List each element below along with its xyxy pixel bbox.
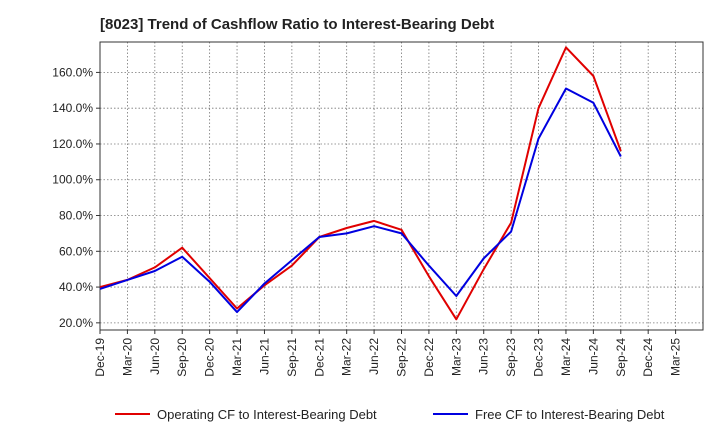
- x-tick-label: Jun-24: [586, 338, 600, 375]
- x-tick-label: Jun-22: [367, 338, 381, 375]
- legend: Operating CF to Interest-Bearing Debt Fre…: [115, 407, 665, 422]
- grid: [100, 42, 703, 330]
- x-tick-label: Dec-19: [93, 338, 107, 377]
- x-tick-label: Dec-24: [641, 338, 655, 377]
- y-tick-label: 80.0%: [59, 209, 93, 223]
- x-tick-label: Dec-21: [312, 338, 326, 377]
- x-tick-label: Sep-20: [175, 338, 189, 377]
- x-tick-label: Jun-23: [477, 338, 491, 375]
- x-tick-label: Sep-23: [504, 338, 518, 377]
- x-tick-label: Sep-21: [285, 338, 299, 377]
- x-tick-label: Jun-21: [257, 338, 271, 375]
- x-tick-label: Mar-23: [449, 338, 463, 376]
- x-axis: Dec-19 Mar-20 Jun-20 Sep-20 Dec-20 Mar-21 Jun-…: [93, 330, 683, 377]
- legend-label-2: Free CF to Interest-Bearing Debt: [475, 407, 665, 422]
- y-tick-label: 160.0%: [52, 65, 93, 79]
- series-line-2: [99, 87, 622, 314]
- x-tick-label: Mar-22: [340, 338, 354, 376]
- y-tick-label: 60.0%: [59, 244, 93, 258]
- chart-title: [8023] Trend of Cashflow Ratio to Intere…: [100, 16, 495, 33]
- x-tick-label: Jun-20: [148, 338, 162, 375]
- y-tick-label: 100.0%: [52, 173, 93, 187]
- x-tick-label: Dec-23: [532, 338, 546, 377]
- x-tick-label: Mar-20: [120, 338, 134, 376]
- series-line-1: [99, 46, 622, 321]
- y-tick-label: 120.0%: [52, 137, 93, 151]
- x-tick-label: Sep-22: [395, 338, 409, 377]
- y-tick-label: 20.0%: [59, 316, 93, 330]
- x-tick-label: Mar-24: [559, 338, 573, 376]
- y-tick-label: 40.0%: [59, 280, 93, 294]
- x-tick-label: Dec-22: [422, 338, 436, 377]
- legend-label-1: Operating CF to Interest-Bearing Debt: [157, 407, 377, 422]
- x-tick-label: Mar-25: [669, 338, 683, 376]
- y-tick-label: 140.0%: [52, 101, 93, 115]
- series-lines: [99, 46, 622, 321]
- y-axis: 20.0% 40.0% 60.0% 80.0% 100.0% 120.0% 140.0% 16…: [52, 65, 100, 330]
- x-tick-label: Mar-21: [230, 338, 244, 376]
- x-tick-label: Dec-20: [203, 338, 217, 377]
- x-tick-label: Sep-24: [614, 338, 628, 377]
